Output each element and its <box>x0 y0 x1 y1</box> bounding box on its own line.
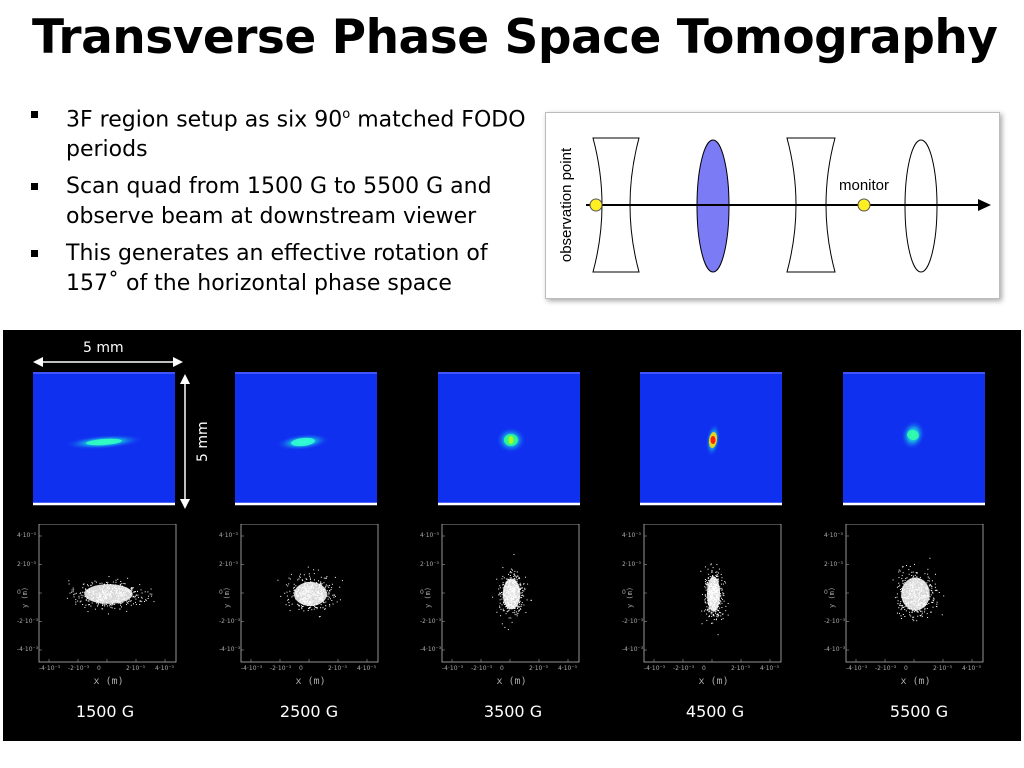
x-tick-label: 4·10⁻³ <box>962 665 981 672</box>
width-dimension-arrow <box>33 357 183 367</box>
x-tick-label: -2·10⁻³ <box>471 665 493 672</box>
viewer-image <box>438 372 580 506</box>
y-tick-label: -4·10⁻³ <box>17 646 39 653</box>
x-axis-label: x (m) <box>93 676 124 687</box>
bullet-item: 3F region setup as six 90o matched FODO … <box>28 100 528 165</box>
y-tick-label: 0 <box>622 589 626 596</box>
field-caption: 1500 G <box>75 702 135 721</box>
bullet-text-cont: matched FODO periods <box>66 107 526 163</box>
field-caption: 4500 G <box>685 702 745 721</box>
arrow-head-icon <box>978 199 991 211</box>
x-tick-label: -4·10⁻³ <box>241 665 263 672</box>
y-tick-label: 0 <box>420 589 424 596</box>
x-tick-label: 4·10⁻³ <box>357 665 376 672</box>
scatter-plot: -4·10⁻³ -2·10⁻³ 0 2·10⁻³ 4·10⁻³ 4·10⁻³ 2·10⁻³ 0… <box>824 523 986 694</box>
y-axis-label: y (m) <box>223 586 231 608</box>
x-axis-label: x (m) <box>295 676 326 687</box>
y-tick-label: -4·10⁻³ <box>622 646 644 653</box>
y-tick-label: 2·10⁻³ <box>17 560 36 568</box>
y-tick-label: -2·10⁻³ <box>824 617 846 625</box>
field-caption: 3500 G <box>483 702 543 721</box>
y-tick-label: -2·10⁻³ <box>420 617 442 625</box>
bullet-item: Scan quad from 1500 G to 5500 G and obse… <box>28 172 528 232</box>
x-tick-label: -4·10⁻³ <box>644 665 666 672</box>
y-tick-label: 4·10⁻³ <box>824 532 843 539</box>
scatter-plot: -4·10⁻³ -2·10⁻³ 0 2·10⁻³ 4·10⁻³ 4·10⁻³ 2·10⁻³ 0… <box>622 523 784 694</box>
bullet-square-icon <box>31 111 38 118</box>
viewer-image <box>235 372 377 506</box>
x-tick-label: 2·10⁻³ <box>933 665 952 672</box>
x-tick-label: 0 <box>500 665 504 672</box>
y-axis-label: y (m) <box>828 586 836 608</box>
bullet-item: This generates an effective rotation of … <box>28 239 528 299</box>
y-tick-label: -2·10⁻³ <box>622 617 644 625</box>
slide-title: Transverse Phase Space Tomography <box>32 10 998 65</box>
viewer-image <box>843 372 985 506</box>
bullet-list: 3F region setup as six 90o matched FODO … <box>28 100 528 306</box>
y-tick-label: 0 <box>219 589 223 596</box>
scatter-plot: -4·10⁻³ -2·10⁻³ 0 2·10⁻³ 4·10⁻³ 4·10⁻³ 2·10⁻³ 0… <box>17 523 179 694</box>
y-tick-label: 2·10⁻³ <box>219 560 238 568</box>
x-tick-label: -2·10⁻³ <box>270 665 292 672</box>
x-tick-label: -4·10⁻³ <box>846 665 868 672</box>
y-tick-label: -2·10⁻³ <box>219 617 241 625</box>
bullet-square-icon <box>31 250 38 258</box>
x-tick-label: 0 <box>97 665 101 672</box>
observation-point-label: observation point <box>558 147 575 262</box>
y-tick-label: 4·10⁻³ <box>420 532 439 539</box>
y-tick-label: -4·10⁻³ <box>420 646 442 653</box>
x-tick-label: -2·10⁻³ <box>68 665 90 672</box>
x-tick-label: 4·10⁻³ <box>558 665 577 672</box>
y-tick-label: 2·10⁻³ <box>420 560 439 568</box>
y-axis-label: y (m) <box>626 586 634 608</box>
y-axis-label: y (m) <box>424 586 432 608</box>
viewer-image <box>33 372 175 506</box>
x-tick-label: -2·10⁻³ <box>875 665 897 672</box>
bullet-square-icon <box>31 183 38 191</box>
measurement-panel: 5 mm 5 mm -4·10⁻³ -2·10⁻³ 0 2·10⁻³ 4·10⁻³ 4·1… <box>3 330 1021 741</box>
bullet-text: Scan quad from 1500 G to 5500 G and obse… <box>66 174 492 230</box>
degree-superscript: o <box>342 107 351 122</box>
y-tick-label: 4·10⁻³ <box>17 532 36 539</box>
field-caption: 2500 G <box>279 702 339 721</box>
x-tick-label: 0 <box>702 665 706 672</box>
y-tick-label: -4·10⁻³ <box>219 646 241 653</box>
y-tick-label: -2·10⁻³ <box>17 617 39 625</box>
width-dimension-label: 5 mm <box>83 340 124 356</box>
x-tick-label: 2·10⁻³ <box>731 665 750 672</box>
y-tick-label: -4·10⁻³ <box>824 646 846 653</box>
x-tick-label: -2·10⁻³ <box>673 665 695 672</box>
observation-point-marker <box>589 198 603 212</box>
bullet-text: This generates an effective rotation of … <box>66 241 488 297</box>
x-tick-label: -4·10⁻³ <box>442 665 464 672</box>
height-dimension-label: 5 mm <box>195 421 211 462</box>
x-tick-label: 4·10⁻³ <box>155 665 174 672</box>
y-tick-label: 4·10⁻³ <box>622 532 641 539</box>
x-tick-label: -4·10⁻³ <box>39 665 61 672</box>
monitor-marker <box>857 198 871 212</box>
x-axis-label: x (m) <box>698 676 729 687</box>
scatter-plot: -4·10⁻³ -2·10⁻³ 0 2·10⁻³ 4·10⁻³ 4·10⁻³ 2·10⁻³ 0… <box>219 523 381 694</box>
monitor-label: monitor <box>839 177 889 194</box>
x-axis-label: x (m) <box>900 676 931 687</box>
x-axis-label: x (m) <box>496 676 527 687</box>
x-tick-label: 2·10⁻³ <box>328 665 347 672</box>
x-tick-label: 4·10⁻³ <box>760 665 779 672</box>
y-tick-label: 4·10⁻³ <box>219 532 238 539</box>
scatter-plot: -4·10⁻³ -2·10⁻³ 0 2·10⁻³ 4·10⁻³ 4·10⁻³ 2·10⁻³ 0… <box>420 523 582 694</box>
field-caption: 5500 G <box>889 702 949 721</box>
x-tick-label: 2·10⁻³ <box>126 665 145 672</box>
x-tick-label: 0 <box>299 665 303 672</box>
y-axis-label: y (m) <box>21 586 29 608</box>
height-dimension-arrow <box>180 374 190 509</box>
y-tick-label: 2·10⁻³ <box>824 560 843 568</box>
x-tick-label: 0 <box>904 665 908 672</box>
y-tick-label: 0 <box>824 589 828 596</box>
lattice-diagram: observation point monitor <box>545 112 1000 299</box>
bullet-text: 3F region setup as six 90 <box>66 107 343 133</box>
viewer-image <box>640 372 782 506</box>
y-tick-label: 0 <box>17 589 21 596</box>
y-tick-label: 2·10⁻³ <box>622 560 641 568</box>
x-tick-label: 2·10⁻³ <box>529 665 548 672</box>
